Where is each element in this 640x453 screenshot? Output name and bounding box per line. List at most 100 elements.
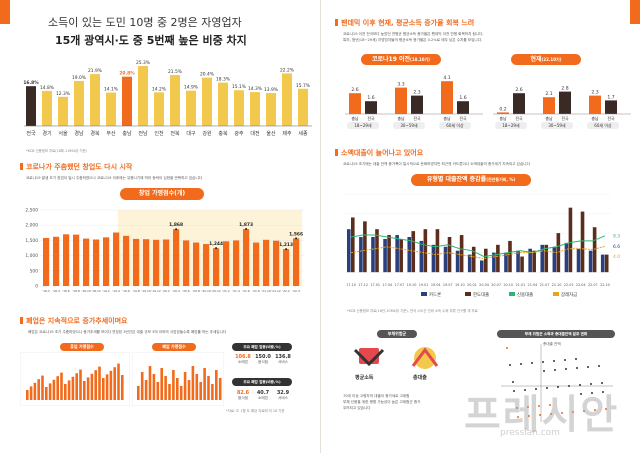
mini1-bar [83,381,86,400]
stat-2a-value: 82.6 [236,390,250,396]
startup-bar [193,242,200,286]
region-tick-label: 전남 [138,130,148,137]
loan-bar [528,248,532,273]
scatter-point [576,367,578,369]
scatter-point [527,406,529,408]
region-tick-label: 전북 [170,130,180,137]
loan-bar [383,238,387,273]
scatter-point [561,412,563,414]
mini1-label: 휴업 가맹점수 [60,343,104,351]
region-tick-label: 대전 [250,130,260,137]
scatter-point [528,415,530,417]
startup-x-tick: '19.10 [141,289,151,293]
startup-x-tick: '20.2 [162,289,170,293]
region-bar [298,88,308,126]
startup-bar [143,239,150,286]
loan-legend-label: 신용대출 [517,291,533,298]
headline-2: 15개 광역시·도 중 5번째 높은 비중 차지 [55,34,247,47]
income-region: 충남 [443,115,451,121]
income-region: 충남 [545,115,553,121]
mini1-bar [117,363,120,400]
loan-bar [407,237,412,273]
stat-2b-value: 40.7 [256,390,270,396]
mini2-bar [195,374,199,400]
income-group-pill [347,122,379,129]
startup-pill-unit: (개) [174,190,186,197]
section-startup-title: 코로나가 주춤했던 창업도 다시 시작 [20,162,132,172]
income-value: 1.6 [367,95,374,101]
stat-1b-value: 150.0 [255,354,271,360]
loan-bar [399,238,403,273]
region-bar [186,90,196,126]
startup-x-tick: '19.8 [132,289,140,293]
scatter-point [535,388,537,390]
loan-bar [516,250,520,273]
loan-bar [447,237,452,273]
loan-bar [484,248,488,273]
stat-2b: 40.7 소매업 [254,390,272,401]
income-value: 2.3 [413,90,420,96]
loan-bar [375,229,379,273]
income-region: 전국 [413,115,421,121]
mini1-bar [102,378,105,400]
scatter-title: 부채 위험군 소득과 총대출잔액 분포 변화 [497,330,615,338]
startup-bar [243,229,250,286]
scatter-point [568,385,570,387]
loan-bar [459,235,464,273]
region-bar [234,90,244,126]
loan-bar [443,246,448,273]
startup-bar [83,238,90,286]
risk-body-2: 부채 신용을 위한 평평 가능성이 높은 고위험군 증가 [343,400,421,404]
loan-legend-swatch [553,292,559,296]
mini1-bar [41,375,44,400]
region-tick-label: 경남 [74,130,84,137]
scatter-point [549,404,551,406]
startup-bar [133,238,140,286]
stat-2a: 82.6 음식점 [234,390,252,401]
region-tick-label: 광주 [234,130,244,137]
income-group-label: 18~29세 [354,122,372,128]
scatter-point [557,386,559,388]
income-group-label: 30~59세 [400,122,418,128]
right-page: 팬데믹 이후 현재, 평균소득 증가율 회복 느려 코로나19 이전 전국보다 … [320,0,640,453]
region-tick-label: 경북 [90,130,100,137]
loan-bar [455,250,460,273]
mini1-bar [71,376,75,400]
mini1-bar [26,390,29,400]
mini2-bar [172,370,175,400]
loan-bar [480,260,484,273]
startup-bar [203,244,210,286]
startup-bar [63,234,70,286]
income-group-pill [393,122,425,129]
startup-x-tick: '20.10 [201,289,211,293]
loan-bar [532,250,536,273]
income-value: 3.3 [397,82,404,88]
scatter-point [538,405,540,407]
income-bar [411,95,423,114]
income-bar [395,87,407,114]
loan-bar [520,256,524,273]
scatter-point [546,387,548,389]
income-value: 0.2 [499,106,506,112]
loan-legend-swatch [509,292,515,296]
income-value: 2.8 [561,86,568,92]
loan-x-tick: 17.12 [358,283,368,287]
loan-bar [467,254,472,273]
income-region: 충남 [351,115,359,121]
mini2-bar [187,380,191,400]
income-bar [605,100,617,114]
region-value-label: 14.3% [248,86,262,92]
income-bar [349,93,361,114]
startup-x-tick: '21.12 [271,289,281,293]
startup-bar [233,240,240,286]
scatter-point [554,369,556,371]
scatter-point [509,364,511,366]
loan-bar [604,254,609,273]
mini2-bar [176,378,179,400]
loan-bar [544,244,549,273]
loan-legend-swatch [421,292,427,296]
section-closure-title: 폐업은 지속적으로 증가추세이며요 [20,316,127,326]
income-growth-chart: 2.6충남1.6전국18~29세3.3충남2.3전국30~59세4.1충남1.6… [345,75,631,129]
section-loan-body: 코로나19 초기에는 대출 잔액 증가폭이 일시적으로 둔화하였지만 최근엔 카… [343,162,530,166]
